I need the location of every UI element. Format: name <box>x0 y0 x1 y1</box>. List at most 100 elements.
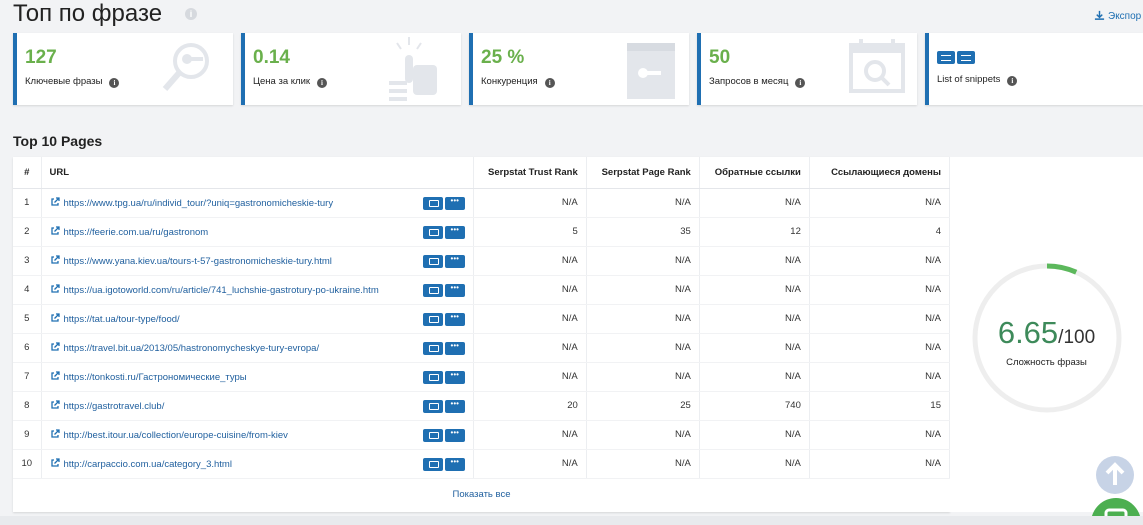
backlinks-cell: N/A <box>699 304 810 334</box>
info-icon[interactable]: i <box>544 78 555 88</box>
more-button[interactable] <box>444 225 465 239</box>
more-button[interactable] <box>444 428 465 442</box>
trust-rank-cell: N/A <box>473 362 587 392</box>
more-button[interactable] <box>444 457 465 471</box>
backlinks-cell: N/A <box>699 420 810 450</box>
external-link-icon[interactable] <box>50 341 60 352</box>
snippet-button[interactable] <box>422 225 443 239</box>
row-url-cell: https://gastrotravel.club/ <box>41 391 474 421</box>
row-actions <box>421 283 465 297</box>
col-header-url: URL <box>41 157 474 189</box>
col-header-backlinks[interactable]: Обратные ссылки <box>699 157 810 189</box>
url-link[interactable]: http://best.itour.ua/collection/europe-c… <box>63 429 288 441</box>
external-link-icon[interactable] <box>50 428 60 439</box>
card-cpc: 0.14 Цена за клик i <box>241 33 461 105</box>
external-link-icon[interactable] <box>50 225 60 236</box>
url-link[interactable]: https://www.tpg.ua/ru/individ_tour/?uniq… <box>63 197 334 209</box>
domains-cell: N/A <box>809 362 951 392</box>
backlinks-cell: N/A <box>699 188 810 218</box>
card-label: Ключевые фразы i <box>25 76 120 88</box>
domains-cell: N/A <box>809 304 951 334</box>
external-link-icon[interactable] <box>50 283 60 294</box>
more-button[interactable] <box>444 399 465 413</box>
page-rank-cell: 25 <box>586 391 700 421</box>
row-actions <box>421 196 465 210</box>
card-label: Запросов в месяц i <box>709 76 806 88</box>
row-url-cell: https://tonkosti.ru/Гастрономические_тур… <box>41 362 474 392</box>
more-button[interactable] <box>444 312 465 326</box>
snippet-button[interactable] <box>422 254 443 268</box>
snippet-button[interactable] <box>422 312 443 326</box>
card-searches: 50 Запросов в месяц i <box>697 33 917 105</box>
row-url-cell: https://tat.ua/tour-type/food/ <box>41 304 474 334</box>
url-link[interactable]: https://tonkosti.ru/Гастрономические_тур… <box>63 371 247 383</box>
trust-rank-cell: N/A <box>473 449 587 479</box>
snippet-button[interactable] <box>422 399 443 413</box>
row-number: 10 <box>13 449 42 479</box>
trust-rank-cell: 20 <box>473 391 587 421</box>
magnifier-key-icon <box>162 43 209 91</box>
calendar-search-icon <box>849 39 905 93</box>
snippet-button[interactable] <box>422 196 443 210</box>
external-link-icon[interactable] <box>50 370 60 381</box>
col-header-trust-rank[interactable]: Serpstat Trust Rank <box>473 157 587 189</box>
export-button[interactable]: Экспор <box>1094 10 1141 22</box>
external-link-icon[interactable] <box>50 312 60 323</box>
url-link[interactable]: https://www.yana.kiev.ua/tours-t-57-gast… <box>63 255 332 267</box>
url-link[interactable]: https://travel.bit.ua/2013/05/hastronomy… <box>63 342 320 354</box>
page-rank-cell: N/A <box>586 188 700 218</box>
url-link[interactable]: https://tat.ua/tour-type/food/ <box>63 313 180 325</box>
external-link-icon[interactable] <box>50 457 60 468</box>
row-url-cell: https://travel.bit.ua/2013/05/hastronomy… <box>41 333 474 363</box>
more-button[interactable] <box>444 254 465 268</box>
info-icon[interactable]: i <box>795 78 806 88</box>
url-link[interactable]: https://feerie.com.ua/ru/gastronom <box>63 226 209 238</box>
card-label: List of snippets i <box>937 74 1018 86</box>
external-link-icon[interactable] <box>50 196 60 207</box>
url-link[interactable]: http://carpaccio.com.ua/category_3.html <box>63 458 232 470</box>
download-icon <box>1094 10 1105 20</box>
table-row: 3 https://www.yana.kiev.ua/tours-t-57-gas… <box>13 246 951 276</box>
show-all-link[interactable]: Показать все <box>452 489 511 500</box>
info-icon[interactable]: i <box>109 78 120 88</box>
info-icon[interactable]: i <box>317 78 328 88</box>
snippet-button[interactable] <box>422 457 443 471</box>
card-label: Конкуренция i <box>481 76 555 88</box>
external-link-icon[interactable] <box>50 399 60 410</box>
more-button[interactable] <box>444 283 465 297</box>
trust-rank-cell: N/A <box>473 275 587 305</box>
more-button[interactable] <box>444 341 465 355</box>
card-keywords: 127 Ключевые фразы i <box>13 33 233 105</box>
url-link[interactable]: https://ua.igotoworld.com/ru/article/741… <box>63 284 379 296</box>
backlinks-cell: 740 <box>699 391 810 421</box>
trust-rank-cell: N/A <box>473 246 587 276</box>
trust-rank-cell: N/A <box>473 188 587 218</box>
page-rank-cell: N/A <box>586 304 700 334</box>
card-value: 25 % <box>481 47 525 68</box>
backlinks-cell: N/A <box>699 333 810 363</box>
backlinks-cell: 12 <box>699 217 810 247</box>
domains-cell: N/A <box>809 420 951 450</box>
col-header-referring-domains[interactable]: Ссылающиеся домены <box>809 157 951 189</box>
more-button[interactable] <box>444 370 465 384</box>
more-button[interactable] <box>444 196 465 210</box>
page-rank-cell: N/A <box>586 420 700 450</box>
trust-rank-cell: N/A <box>473 304 587 334</box>
url-link[interactable]: https://gastrotravel.club/ <box>63 400 165 412</box>
difficulty-label: Сложность фразы <box>1006 357 1087 368</box>
snippet-button[interactable] <box>422 370 443 384</box>
snippet-button[interactable] <box>422 428 443 442</box>
snippet-button[interactable] <box>422 283 443 297</box>
scroll-top-button[interactable] <box>1096 456 1134 494</box>
external-link-icon[interactable] <box>50 254 60 265</box>
trust-rank-cell: N/A <box>473 333 587 363</box>
backlinks-cell: N/A <box>699 246 810 276</box>
row-number: 1 <box>13 188 42 218</box>
snippet-button[interactable] <box>422 341 443 355</box>
col-header-page-rank[interactable]: Serpstat Page Rank <box>586 157 700 189</box>
info-icon[interactable]: i <box>1007 76 1018 86</box>
info-icon[interactable]: i <box>185 8 197 20</box>
row-number: 6 <box>13 333 42 363</box>
difficulty-panel: 6.65/100 Сложность фразы <box>950 157 1143 512</box>
